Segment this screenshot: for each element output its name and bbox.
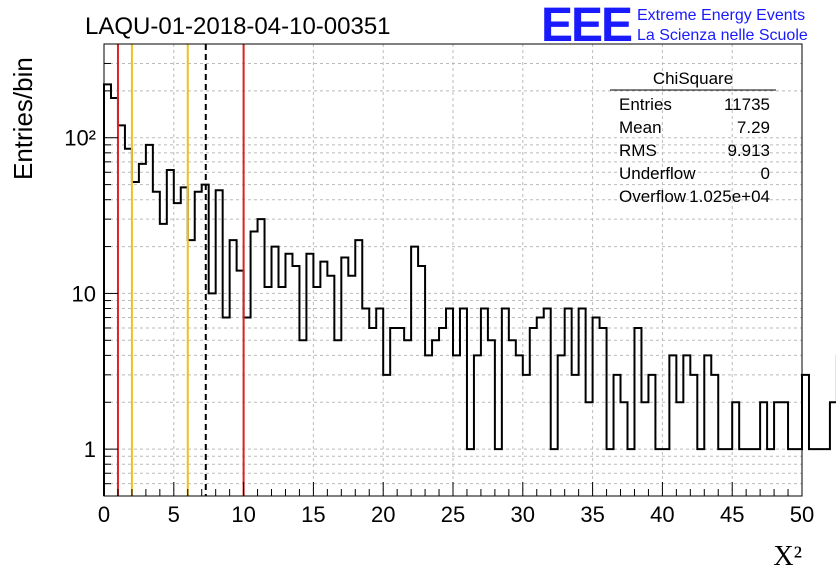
x-tick-label: 0 — [98, 502, 110, 527]
stats-label-entries: Entries — [619, 95, 672, 114]
stats-label-rms: RMS — [619, 141, 657, 160]
y-tick-label: 1 — [84, 437, 96, 462]
logo-mark: EEE — [541, 0, 632, 52]
logo-line-2: La Scienza nelle Scuole — [637, 27, 808, 44]
stats-value-underflow: 0 — [761, 164, 770, 183]
x-tick-label: 30 — [511, 502, 535, 527]
chart-title: LAQU-01-2018-04-10-00351 — [85, 13, 391, 40]
stats-box: ChiSquare Entries 11735 Mean 7.29 RMS 9.… — [610, 69, 776, 206]
stats-value-mean: 7.29 — [737, 118, 770, 137]
y-axis-label: Entries/bin — [8, 57, 38, 180]
stats-label-underflow: Underflow — [619, 164, 696, 183]
y-tick-label: 10² — [64, 126, 96, 151]
histogram-line — [103, 83, 836, 496]
y-tick-label: 10 — [72, 281, 96, 306]
x-tick-label: 35 — [580, 502, 604, 527]
x-tick-label: 45 — [720, 502, 744, 527]
y-axis-ticks: 1 10 10² — [64, 43, 118, 497]
logo-line-1: Extreme Energy Events — [637, 7, 805, 24]
stats-label-overflow: Overflow — [619, 187, 687, 206]
stats-value-entries: 11735 — [724, 95, 770, 114]
stats-value-rms: 9.913 — [727, 141, 770, 160]
x-axis-ticks: 0 5 10 15 20 25 30 35 40 45 50 — [98, 482, 814, 527]
x-tick-label: 10 — [231, 502, 255, 527]
x-tick-label: 40 — [650, 502, 674, 527]
x-tick-label: 15 — [301, 502, 325, 527]
x-tick-label: 5 — [168, 502, 180, 527]
x-tick-label: 50 — [790, 502, 814, 527]
stats-name: ChiSquare — [653, 69, 733, 88]
x-axis-label: X² — [773, 541, 802, 572]
marker-lines — [116, 44, 245, 496]
stats-label-mean: Mean — [619, 118, 662, 137]
eee-logo: EEE Extreme Energy Events La Scienza nel… — [541, 0, 808, 52]
x-tick-label: 25 — [441, 502, 465, 527]
stats-value-overflow: 1.025e+04 — [689, 187, 770, 206]
histogram — [103, 83, 836, 496]
x-tick-label: 20 — [371, 502, 395, 527]
